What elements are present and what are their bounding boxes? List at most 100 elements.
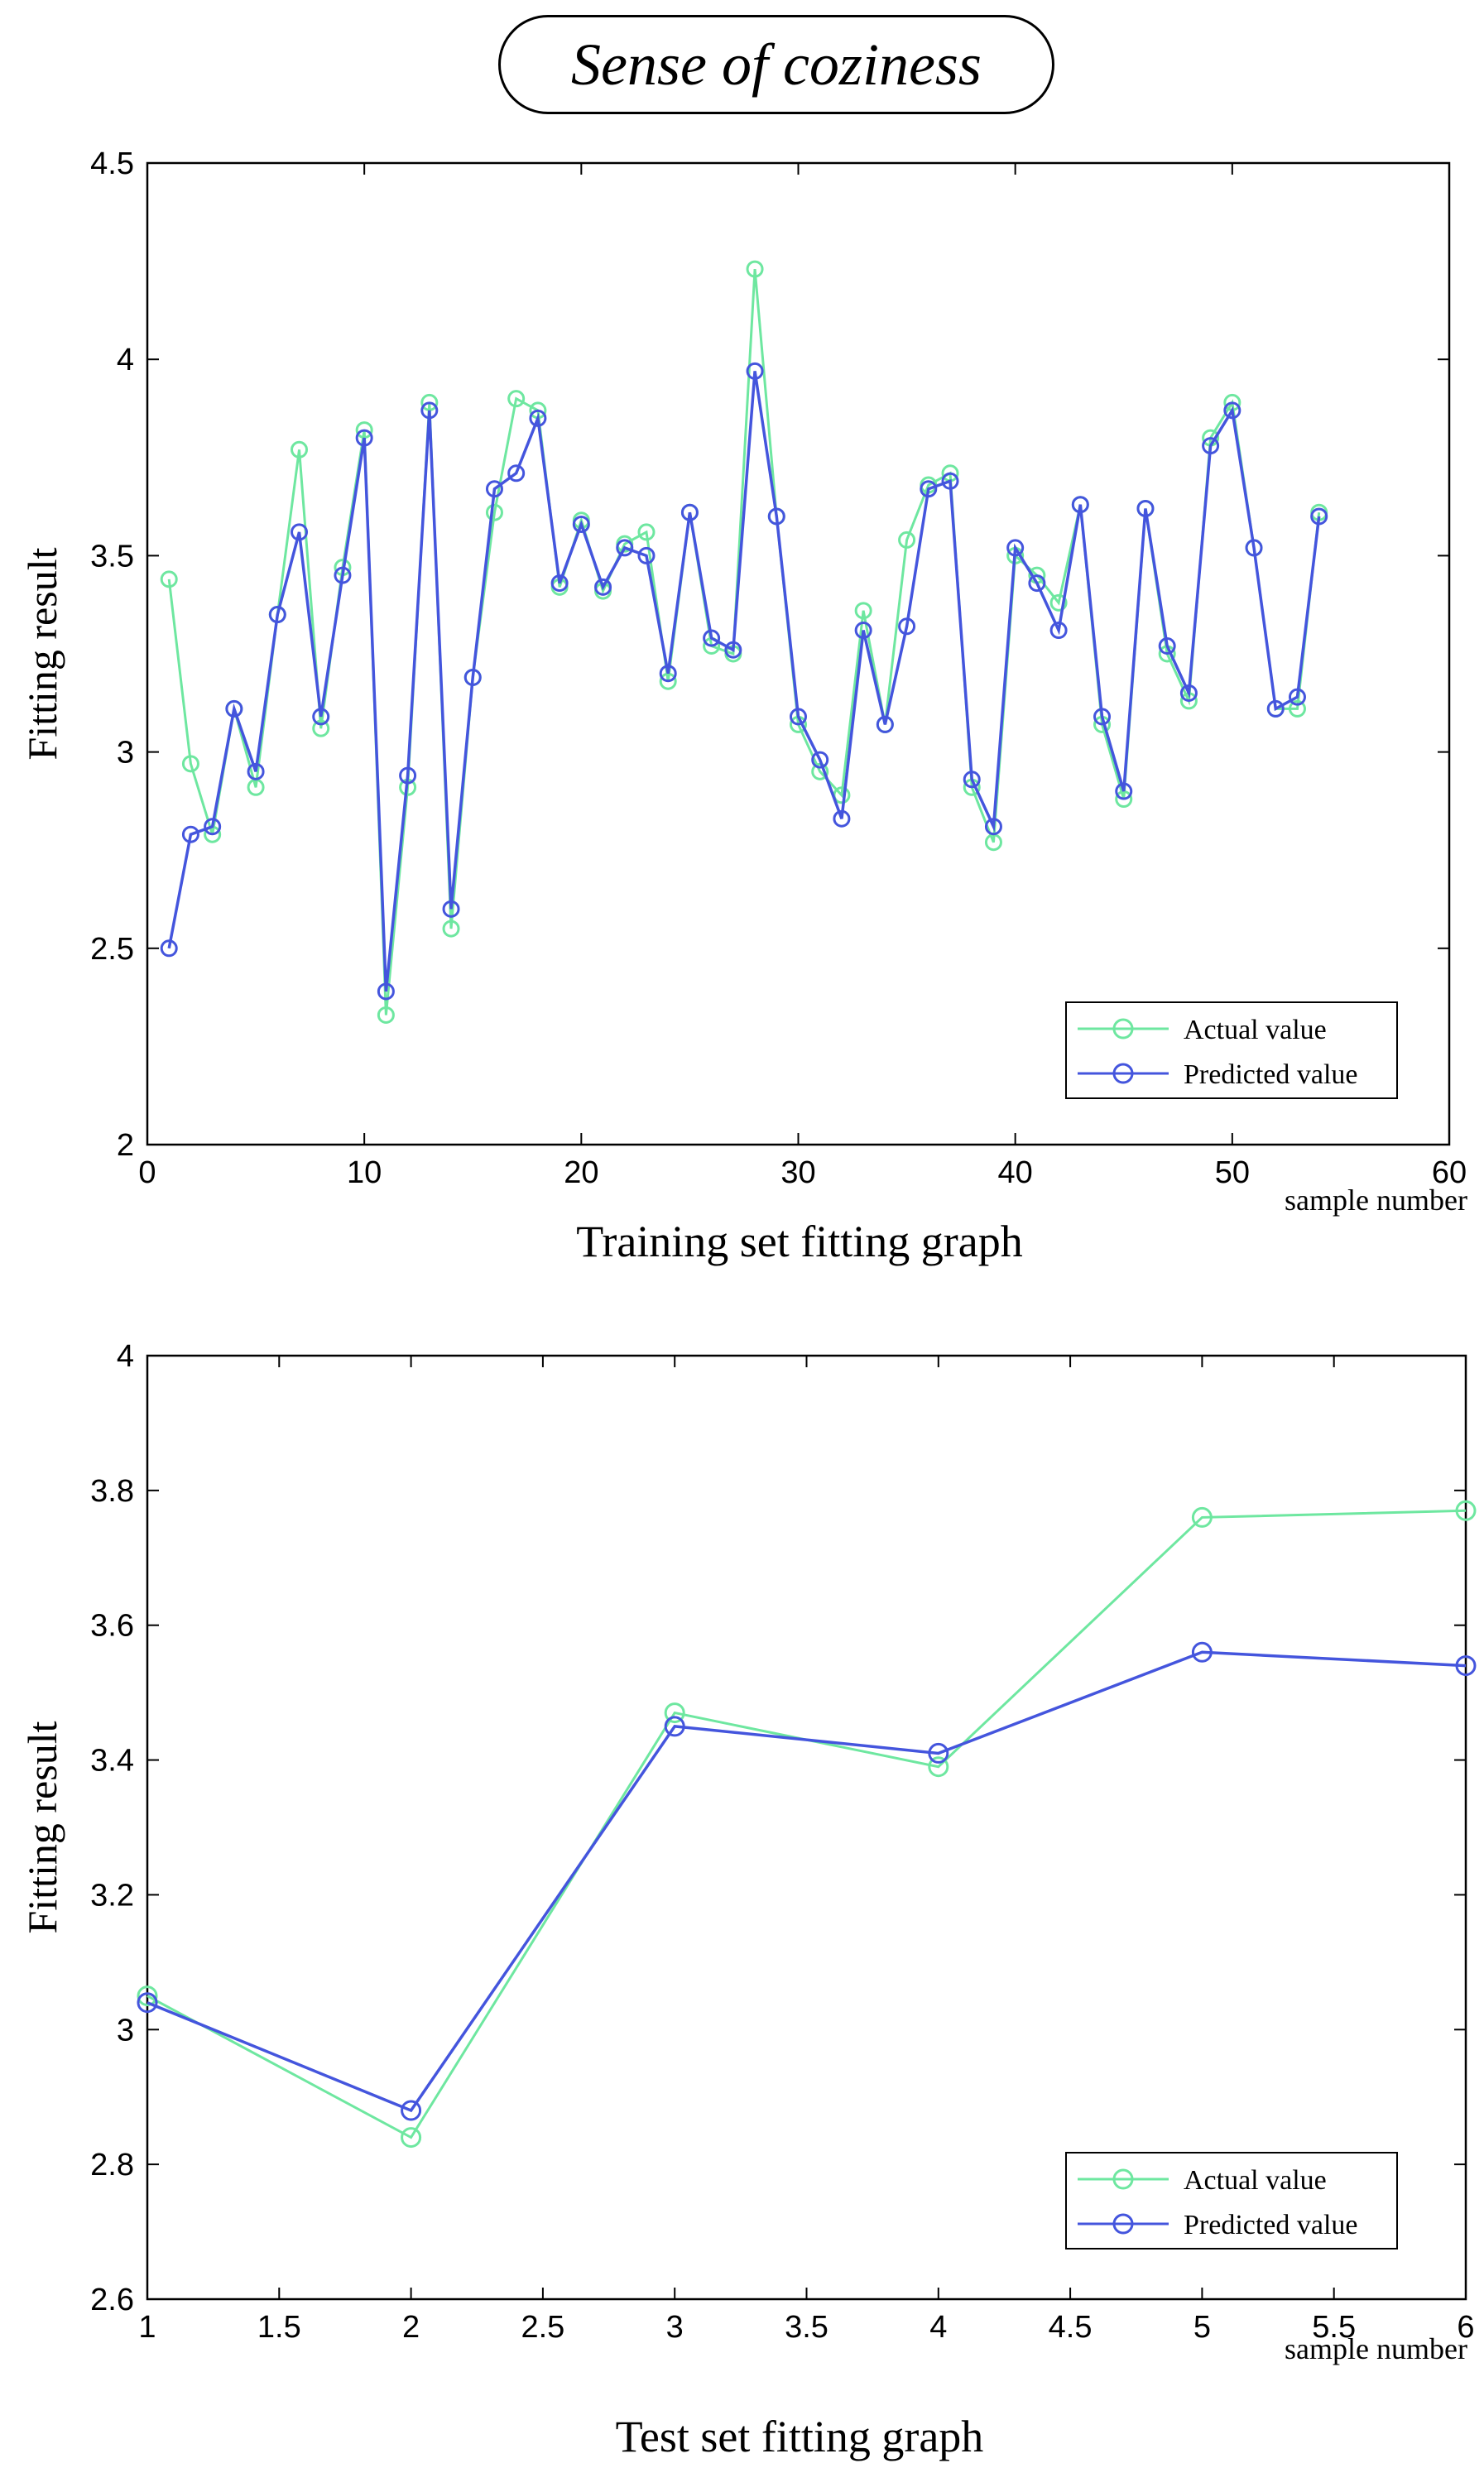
data-point xyxy=(920,480,938,498)
y-tick-label: 3.2 xyxy=(90,1878,134,1913)
data-point xyxy=(401,2127,422,2149)
plot-frame xyxy=(146,161,1451,1146)
data-point xyxy=(312,719,330,737)
x-axis-label: sample number xyxy=(1285,2332,1467,2365)
data-point xyxy=(1136,499,1155,517)
data-point xyxy=(1049,593,1068,612)
data-point xyxy=(137,1992,158,2014)
data-point xyxy=(160,570,178,588)
x-tick-label: 2.5 xyxy=(521,2310,564,2345)
data-point xyxy=(1455,1655,1477,1677)
y-tick-label: 4.5 xyxy=(90,146,134,181)
x-tick-label: 3.5 xyxy=(785,2310,828,2345)
data-point xyxy=(898,531,916,549)
series-line xyxy=(146,1509,1467,2139)
series-predicted xyxy=(160,362,1328,1001)
data-point xyxy=(680,503,699,521)
legend-label: Predicted value xyxy=(1184,1059,1358,1090)
y-tick-label: 3.4 xyxy=(90,1744,134,1779)
data-point xyxy=(442,919,460,938)
series-predicted xyxy=(137,1641,1477,2121)
y-axis-label: Fitting result xyxy=(19,1721,65,1933)
data-point xyxy=(854,602,872,620)
data-point xyxy=(767,507,785,526)
data-point xyxy=(463,668,482,686)
data-point xyxy=(1455,1500,1477,1521)
chart-caption: Test set fitting graph xyxy=(616,2412,984,2461)
data-point xyxy=(1191,1506,1213,1528)
series-actual xyxy=(160,260,1328,1024)
x-tick-label: 20 xyxy=(564,1155,598,1190)
chart-2: 2.6 2.8 3 3.2 3.4 3.6 3.8 4 1 1.5 2 2.5 3 3.5 4 4.5 5 5.5… xyxy=(19,1339,1477,2461)
data-point xyxy=(507,390,526,408)
y-tick-label: 4 xyxy=(117,1339,134,1374)
data-point xyxy=(664,1716,685,1737)
legend-label: Predicted value xyxy=(1184,2210,1358,2240)
data-point xyxy=(941,472,959,490)
legend-swatch-marker xyxy=(1112,2168,1134,2190)
data-point xyxy=(928,1742,949,1764)
y-tick-label: 3.6 xyxy=(90,1609,134,1644)
data-point xyxy=(703,629,721,647)
data-point xyxy=(1223,401,1241,420)
data-point xyxy=(664,1702,685,1724)
data-point xyxy=(637,523,656,541)
data-point xyxy=(1006,539,1025,557)
data-point xyxy=(616,539,634,557)
data-point xyxy=(137,1985,158,2007)
data-point xyxy=(724,641,742,659)
data-point xyxy=(659,672,677,690)
data-point xyxy=(1071,496,1089,514)
x-tick-label: 5 xyxy=(1193,2310,1211,2345)
data-point xyxy=(399,766,417,785)
data-point xyxy=(746,260,764,278)
x-tick-label: 10 xyxy=(347,1155,382,1190)
legend: Actual value Predicted value xyxy=(1065,1001,1398,1099)
data-point xyxy=(637,546,656,564)
x-tick-label: 30 xyxy=(780,1155,815,1190)
legend-swatch-marker xyxy=(1112,2213,1134,2235)
data-point xyxy=(291,440,309,459)
data-point xyxy=(160,939,178,958)
legend-swatch-marker xyxy=(1112,1018,1134,1040)
data-point xyxy=(659,665,677,683)
series-line xyxy=(167,268,1321,1016)
y-axis-label: Fitting result xyxy=(19,547,65,760)
y-tick-label: 3.8 xyxy=(90,1474,134,1509)
y-tick-label: 4 xyxy=(117,343,134,377)
data-point xyxy=(485,480,503,498)
x-tick-label: 6 xyxy=(1457,2310,1474,2345)
y-tick-label: 2.6 xyxy=(90,2283,134,2317)
data-point xyxy=(790,708,807,726)
x-tick-label: 40 xyxy=(998,1155,1033,1190)
data-point xyxy=(1288,699,1306,718)
data-point xyxy=(746,362,764,380)
data-point xyxy=(377,1006,395,1024)
chart-1: 2 2.5 3 3.5 4 4.5 0 10 20 30 40 50 60 Fitting result s… xyxy=(19,146,1467,1266)
data-point xyxy=(529,409,547,427)
x-tick-label: 5.5 xyxy=(1312,2310,1356,2345)
x-tick-label: 0 xyxy=(138,1155,156,1190)
x-tick-label: 4.5 xyxy=(1049,2310,1093,2345)
y-tick-label: 3.5 xyxy=(90,539,134,574)
data-point xyxy=(485,503,503,521)
data-point xyxy=(420,393,439,411)
data-point xyxy=(401,2100,422,2121)
data-point xyxy=(550,574,569,593)
data-point xyxy=(1115,782,1133,800)
data-point xyxy=(442,900,460,918)
page-title: Sense of coziness xyxy=(498,15,1054,114)
data-point xyxy=(268,606,286,624)
data-point xyxy=(833,809,851,828)
data-point xyxy=(572,515,590,533)
x-axis-label: sample number xyxy=(1285,1184,1467,1217)
data-point xyxy=(1245,539,1263,557)
data-point xyxy=(898,617,916,636)
series-actual xyxy=(137,1500,1477,2149)
series-line xyxy=(167,371,1321,992)
data-point xyxy=(1202,437,1220,455)
data-point xyxy=(225,699,243,718)
series-line xyxy=(146,1650,1467,2113)
data-point xyxy=(1158,637,1176,655)
